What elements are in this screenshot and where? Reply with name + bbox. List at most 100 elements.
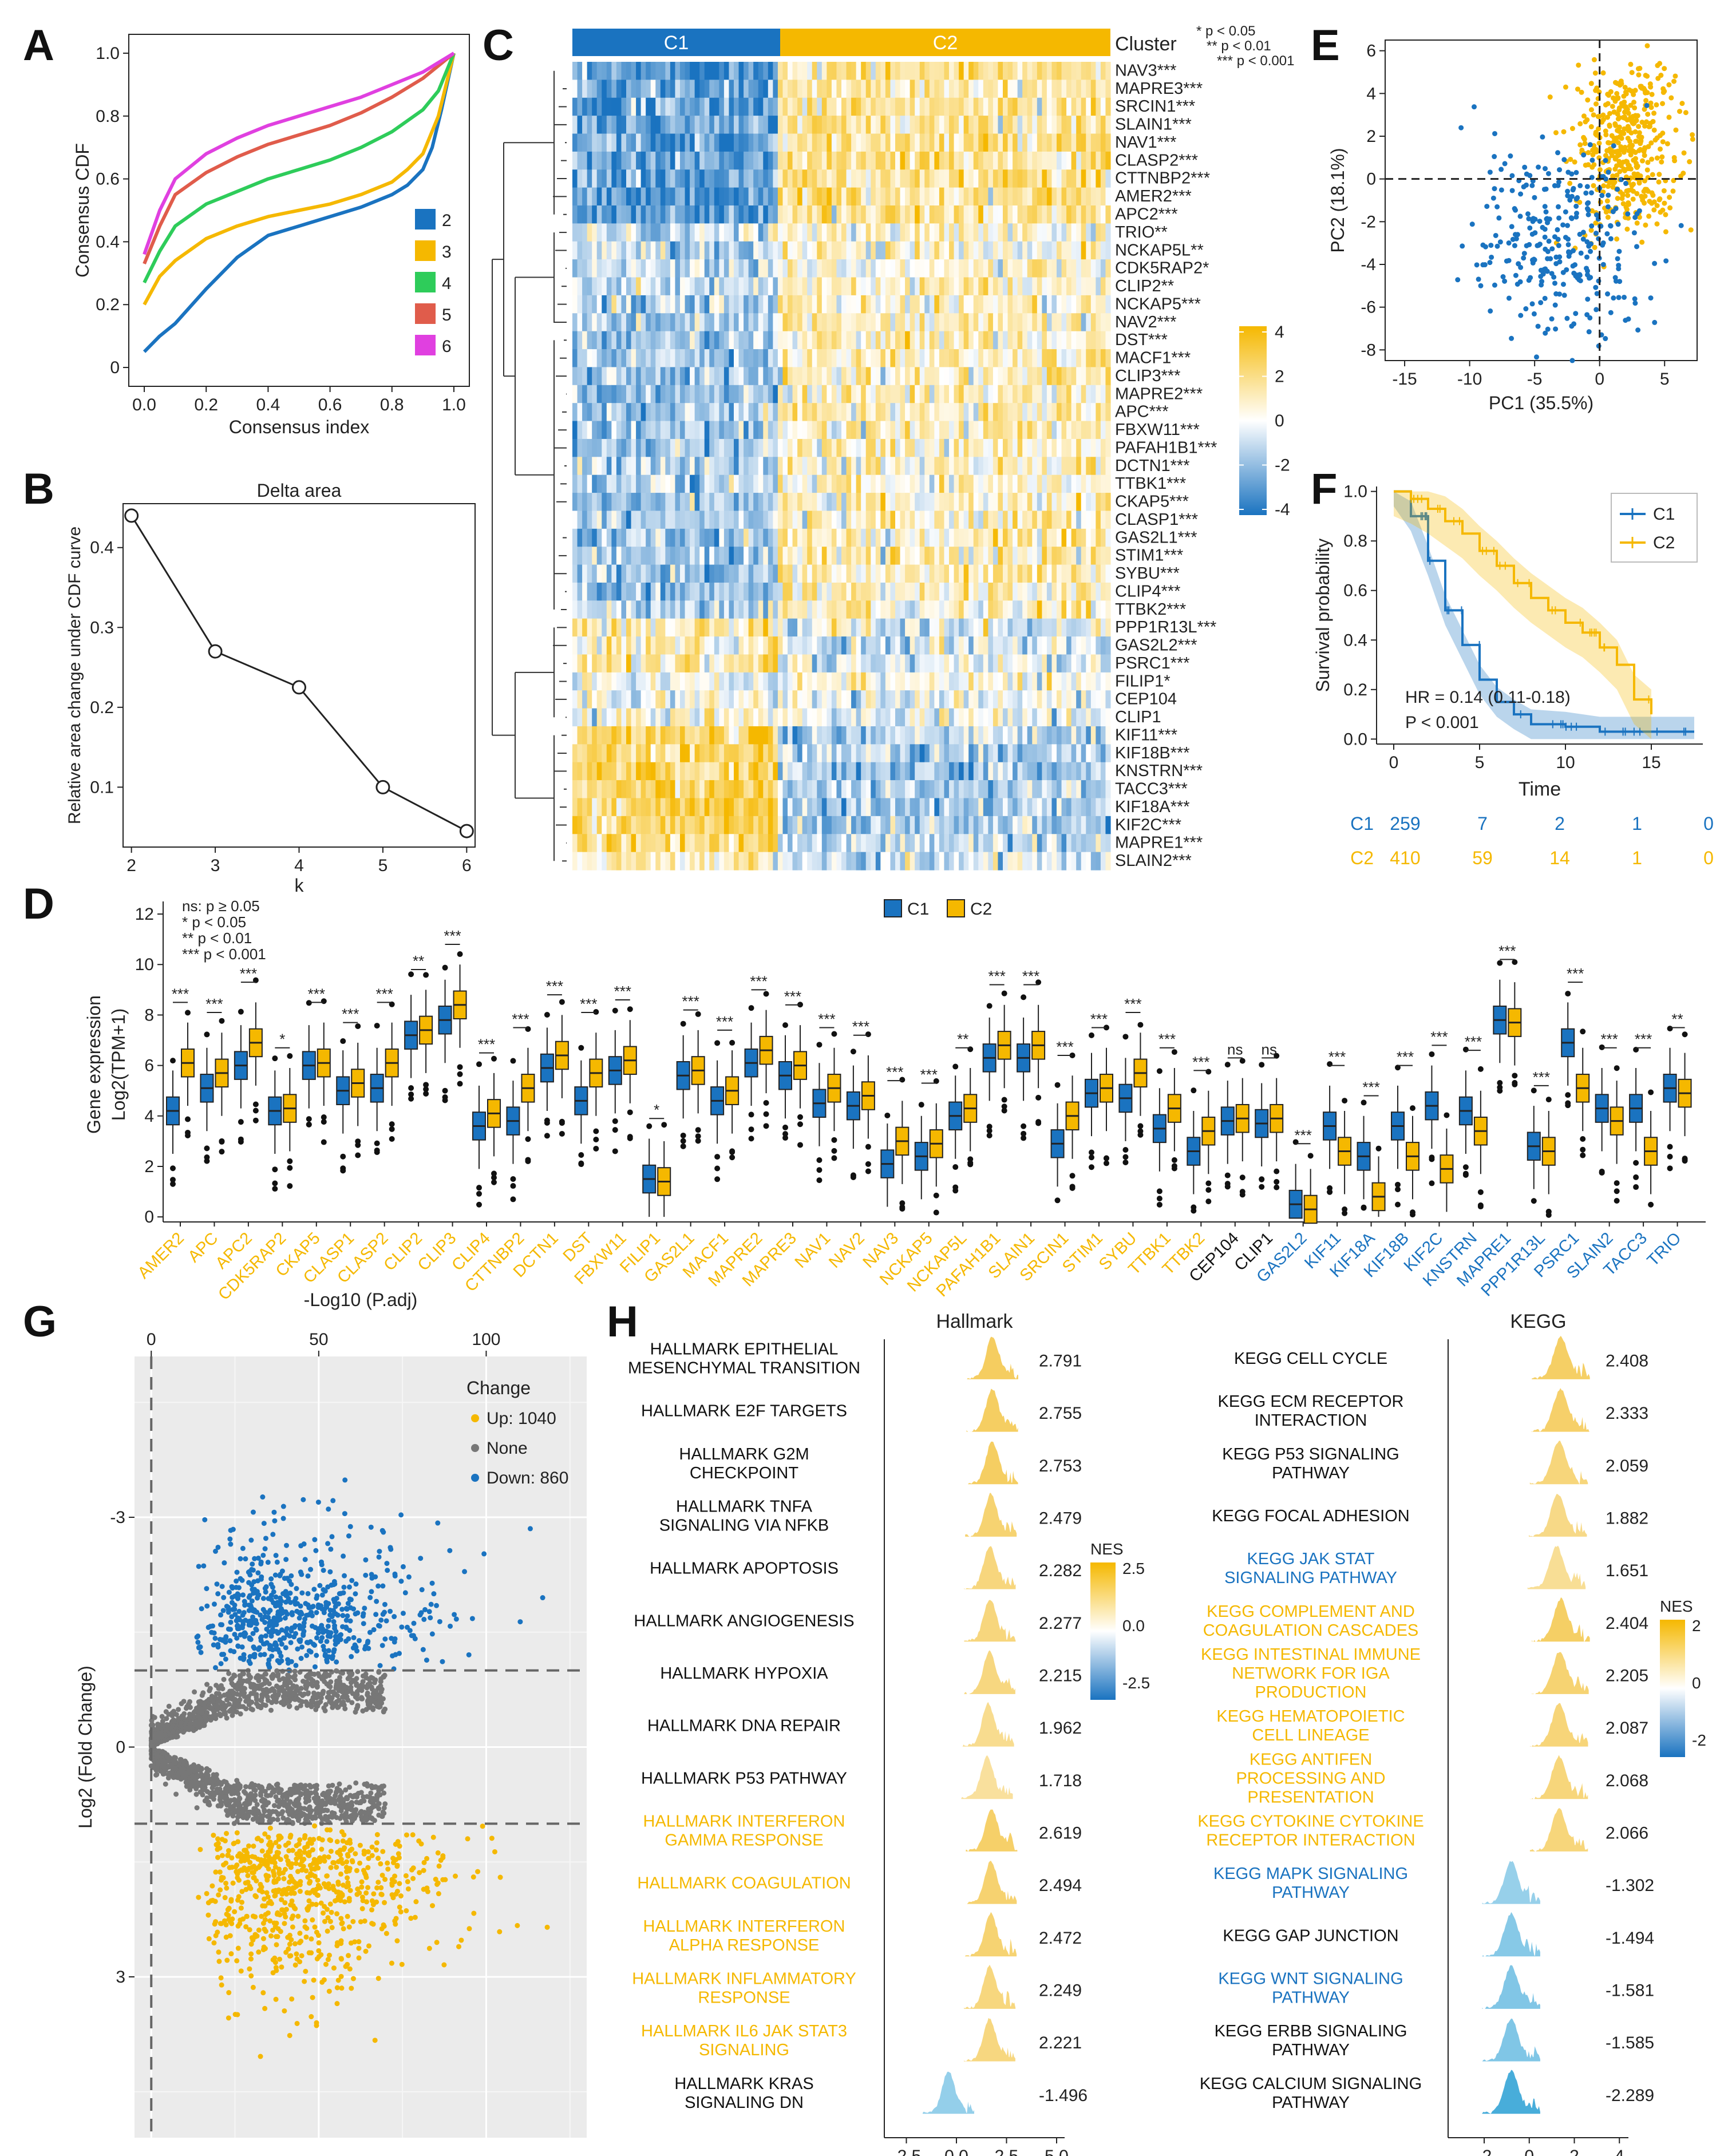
heat-cell: [685, 223, 690, 242]
heat-cell: [939, 474, 945, 493]
heat-cell: [699, 511, 705, 529]
heat-cell: [744, 403, 749, 422]
heat-cell: [1061, 457, 1067, 476]
heat-cell: [1037, 385, 1042, 403]
heat-cell: [988, 816, 994, 834]
heat-cell: [611, 241, 617, 260]
heat-cell: [1061, 151, 1067, 170]
heat-cell: [915, 313, 920, 332]
heat-cell: [592, 331, 598, 350]
heat-cell: [665, 241, 671, 260]
heat-cell: [1046, 511, 1053, 529]
heat-cell: [1076, 816, 1082, 834]
heat-cell: [1042, 295, 1047, 314]
heat-cell: [709, 116, 715, 134]
heat-cell: [685, 331, 690, 350]
heat-cell: [1096, 223, 1101, 242]
heat-cell: [939, 187, 945, 206]
heat-cell: [621, 708, 627, 727]
gene-label: STIM1***: [1115, 547, 1183, 565]
heat-cell: [1071, 744, 1077, 763]
heat-cell: [723, 62, 730, 80]
heat-cell: [915, 116, 920, 134]
heat-cell: [788, 726, 793, 745]
heat-cell: [949, 654, 955, 673]
heat-cell: [875, 816, 881, 834]
heat-cell: [596, 116, 602, 134]
heat-cell: [1013, 438, 1018, 457]
heat-cell: [861, 618, 867, 637]
heat-cell: [919, 313, 925, 332]
heat-cell: [602, 349, 607, 368]
heat-cell: [729, 547, 734, 565]
heat-cell: [1046, 493, 1053, 512]
heat-cell: [738, 438, 744, 457]
heat-cell: [1022, 97, 1028, 116]
heat-cell: [934, 151, 940, 170]
heat-cell: [587, 97, 592, 116]
heat-cell: [660, 457, 666, 476]
heat-cell: [655, 438, 661, 457]
heat-cell: [685, 295, 690, 314]
heat-cell: [1066, 62, 1072, 80]
heat-cell: [1022, 331, 1028, 350]
heat-cell: [1090, 528, 1096, 547]
heat-cell: [915, 385, 920, 403]
heat-cell: [831, 582, 837, 601]
heat-cell: [1017, 295, 1023, 314]
heat-cell: [900, 726, 906, 745]
heat-cell: [660, 169, 666, 188]
heat-cell: [905, 547, 911, 565]
heat-cell: [592, 421, 598, 440]
heat-cell: [788, 547, 793, 565]
heat-cell: [875, 421, 881, 440]
heat-cell: [929, 457, 935, 476]
heat-cell: [924, 780, 930, 799]
heat-cell: [621, 798, 627, 817]
heat-cell: [968, 798, 974, 817]
heat-cell: [949, 547, 955, 565]
heat-cell: [572, 259, 578, 278]
heat-cell: [797, 474, 803, 493]
heat-cell: [1071, 474, 1077, 493]
heat-cell: [1105, 493, 1111, 512]
heat-cell: [758, 798, 764, 817]
heat-cell: [670, 349, 676, 368]
heat-cell: [748, 80, 754, 98]
heat-cell: [1057, 97, 1062, 116]
heat-cell: [861, 277, 867, 296]
heat-cell: [1032, 169, 1038, 188]
heat-cell: [924, 457, 930, 476]
heat-cell: [890, 133, 896, 152]
heat-cell: [915, 151, 920, 170]
heat-cell: [738, 457, 744, 476]
heat-cell: [973, 295, 979, 314]
heat-cell: [650, 367, 656, 386]
heat-cell: [1071, 241, 1077, 260]
heat-cell: [983, 241, 988, 260]
heat-cell: [949, 528, 955, 547]
heat-cell: [812, 97, 817, 116]
heat-cell: [988, 97, 994, 116]
heat-cell: [880, 295, 886, 314]
heat-cell: [646, 331, 651, 350]
heat-cell: [738, 349, 744, 368]
heat-cell: [582, 708, 588, 727]
heat-cell: [665, 187, 671, 206]
heat-cell: [915, 277, 920, 296]
heat-cell: [577, 547, 583, 565]
heat-cell: [758, 187, 764, 206]
heat-cell: [924, 349, 930, 368]
heat-cell: [875, 62, 881, 80]
heat-cell: [709, 744, 715, 763]
heat-cell: [709, 385, 715, 403]
heat-cell: [699, 187, 705, 206]
heat-cell: [602, 295, 607, 314]
heat-cell: [616, 672, 622, 691]
heat-cell: [699, 438, 705, 457]
heat-cell: [782, 97, 788, 116]
heat-cell: [675, 636, 681, 655]
heat-cell: [954, 834, 959, 853]
heat-cell: [606, 474, 612, 493]
heat-cell: [954, 421, 959, 440]
